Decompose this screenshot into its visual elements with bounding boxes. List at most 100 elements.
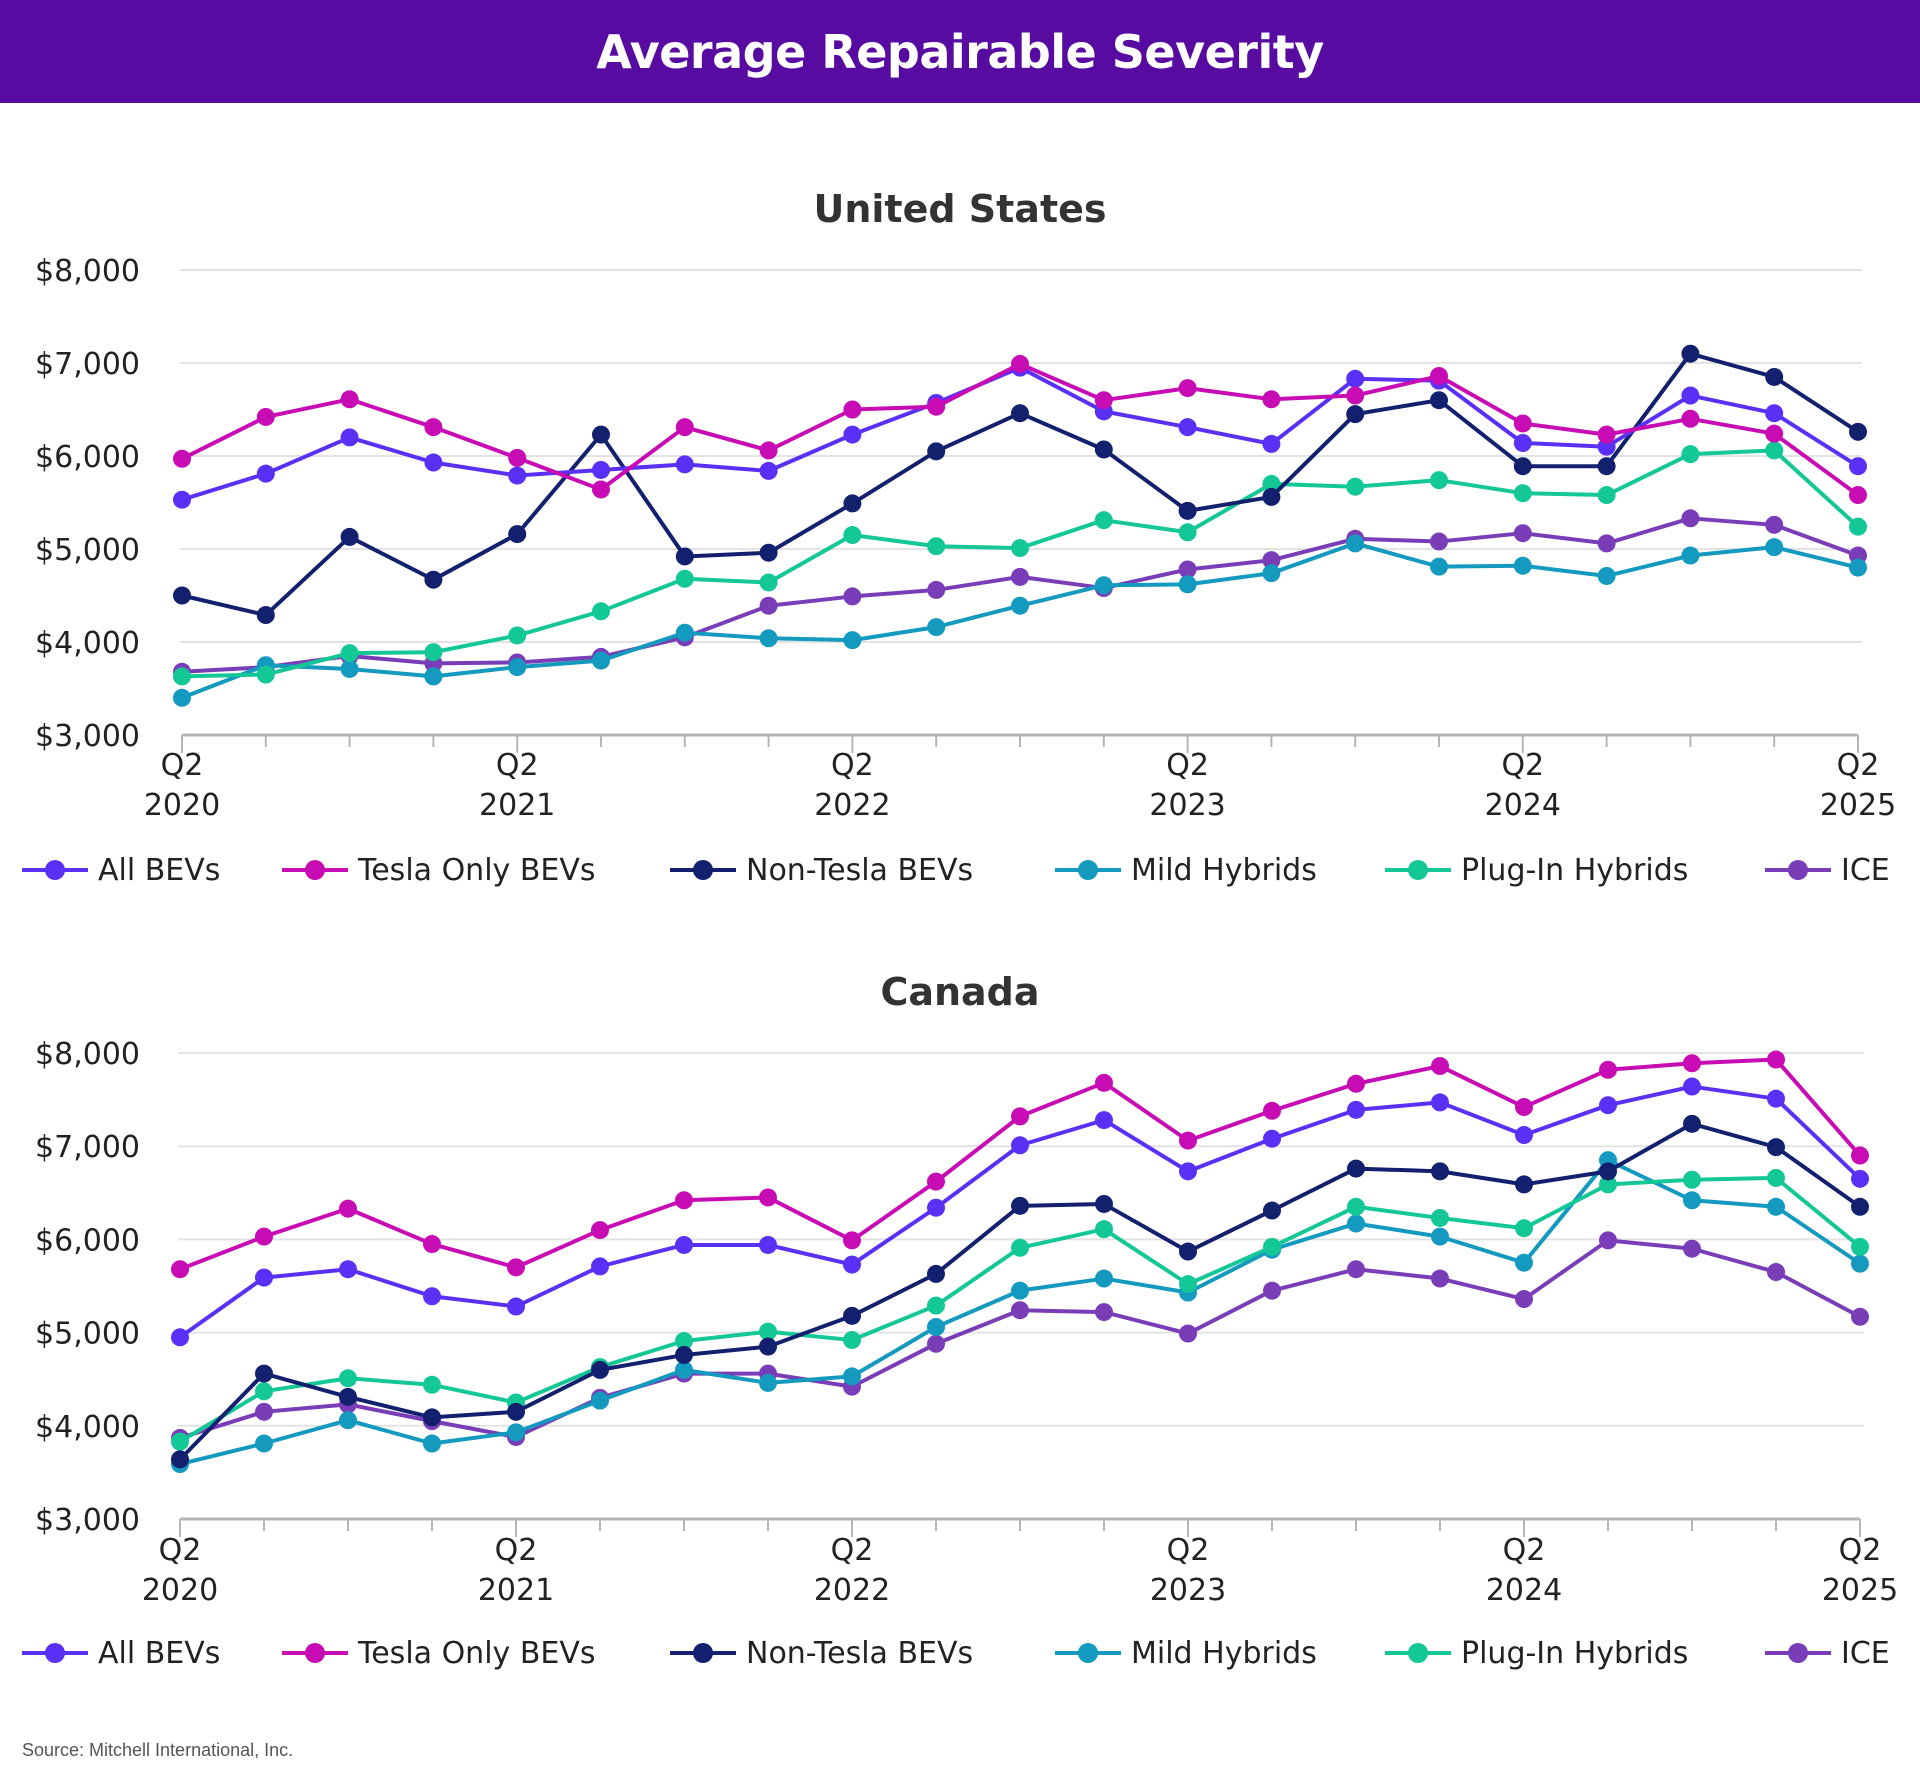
data-point-mild-hybrids — [1095, 1269, 1113, 1288]
data-point-non-tesla-bevs — [592, 425, 610, 444]
x-tick-quarter: Q2 — [496, 748, 539, 783]
legend-marker-icon — [1788, 1643, 1808, 1663]
data-point-non-tesla-bevs — [927, 442, 946, 461]
data-point-tesla-only-bevs — [1599, 1060, 1617, 1079]
legend-item-mild-hybrids: Mild Hybrids — [1055, 1636, 1317, 1671]
data-point-tesla-only-bevs — [1767, 1050, 1785, 1069]
x-tick-year: 2024 — [1486, 1573, 1562, 1608]
data-point-plug-in-hybrids — [759, 1322, 777, 1341]
data-point-all-bevs — [591, 1257, 609, 1276]
data-point-mild-hybrids — [1011, 596, 1029, 615]
data-point-tesla-only-bevs — [927, 397, 946, 416]
data-point-all-bevs — [1011, 1136, 1029, 1155]
x-tick-quarter: Q2 — [1837, 748, 1880, 783]
legend-item-all-bevs: All BEVs — [22, 1636, 220, 1671]
data-point-mild-hybrids — [759, 1373, 777, 1392]
data-point-tesla-only-bevs — [173, 449, 191, 468]
data-point-plug-in-hybrids — [675, 569, 694, 588]
data-point-plug-in-hybrids — [1094, 511, 1113, 530]
legend-item-non-tesla-bevs: Non-Tesla BEVs — [670, 853, 973, 888]
legend-item-ice: ICE — [1765, 1636, 1890, 1671]
legend-marker-icon — [45, 860, 65, 880]
legend-label: All BEVs — [98, 853, 220, 888]
legend-item-plug-in-hybrids: Plug-In Hybrids — [1385, 853, 1688, 888]
data-point-plug-in-hybrids — [592, 602, 610, 621]
data-point-plug-in-hybrids — [255, 1382, 273, 1401]
data-point-ice — [927, 580, 946, 599]
data-point-tesla-only-bevs — [759, 441, 778, 460]
data-point-plug-in-hybrids — [1430, 471, 1448, 490]
data-point-non-tesla-bevs — [1094, 440, 1113, 459]
data-point-non-tesla-bevs — [171, 1450, 189, 1469]
data-point-plug-in-hybrids — [1767, 1168, 1785, 1187]
x-tick-year: 2025 — [1822, 1573, 1898, 1608]
data-point-plug-in-hybrids — [1851, 1237, 1869, 1256]
x-tick-year: 2020 — [144, 788, 220, 823]
series-tesla-only-bevs — [173, 354, 1867, 505]
data-point-plug-in-hybrids — [256, 665, 275, 684]
data-point-plug-in-hybrids — [1178, 523, 1197, 542]
x-tick-year: 2023 — [1150, 1573, 1226, 1608]
data-point-tesla-only-bevs — [1011, 1107, 1029, 1126]
data-point-ice — [1430, 532, 1448, 551]
chart-canada: Canada $3,000 $4,000 $5,000 $6,000 $7,000 $8,0… — [22, 970, 1898, 1671]
data-point-all-bevs — [1179, 1162, 1197, 1181]
data-point-mild-hybrids — [1767, 1197, 1785, 1216]
series-plug-in-hybrids — [173, 441, 1867, 686]
data-point-tesla-only-bevs — [1347, 1074, 1365, 1093]
legend-label: Non-Tesla BEVs — [746, 853, 973, 888]
data-point-mild-hybrids — [507, 1423, 525, 1442]
data-point-all-bevs — [1431, 1093, 1449, 1112]
data-point-mild-hybrids — [759, 629, 778, 648]
legend-item-all-bevs: All BEVs — [22, 853, 220, 888]
data-point-non-tesla-bevs — [340, 527, 359, 546]
data-point-non-tesla-bevs — [591, 1360, 609, 1379]
x-tick-quarter: Q2 — [1839, 1533, 1882, 1568]
legend-marker-icon — [693, 1643, 713, 1663]
data-point-tesla-only-bevs — [1597, 425, 1616, 444]
data-point-mild-hybrids — [1011, 1281, 1029, 1300]
data-point-ice — [1431, 1269, 1449, 1288]
data-point-tesla-only-bevs — [592, 480, 610, 499]
data-point-plug-in-hybrids — [339, 1369, 357, 1388]
data-point-mild-hybrids — [1178, 575, 1197, 594]
data-point-tesla-only-bevs — [1178, 379, 1197, 398]
data-point-plug-in-hybrids — [1599, 1175, 1617, 1194]
data-point-tesla-only-bevs — [1346, 386, 1365, 405]
data-point-tesla-only-bevs — [256, 407, 275, 426]
data-point-tesla-only-bevs — [340, 390, 359, 409]
data-point-ice — [1851, 1307, 1869, 1326]
data-point-ice — [1765, 515, 1784, 534]
series-mild-hybrids — [171, 1151, 1869, 1474]
data-point-ice — [1262, 551, 1281, 570]
data-point-all-bevs — [340, 428, 359, 447]
data-point-all-bevs — [1765, 404, 1784, 423]
x-tick-quarter: Q2 — [159, 1533, 202, 1568]
data-point-tesla-only-bevs — [1431, 1057, 1449, 1076]
data-point-plug-in-hybrids — [1262, 474, 1281, 493]
data-point-ice — [1515, 1290, 1533, 1309]
series-plug-in-hybrids — [171, 1168, 1869, 1451]
legend-item-mild-hybrids: Mild Hybrids — [1055, 853, 1317, 888]
data-point-tesla-only-bevs — [1851, 1146, 1869, 1165]
legend-marker-icon — [305, 1643, 325, 1663]
data-point-non-tesla-bevs — [1095, 1194, 1113, 1213]
data-point-tesla-only-bevs — [1011, 354, 1029, 373]
data-point-mild-hybrids — [173, 688, 191, 707]
data-point-non-tesla-bevs — [508, 525, 527, 544]
y-tick-label: $7,000 — [35, 1130, 140, 1165]
page-title: Average Repairable Severity — [596, 24, 1324, 79]
data-point-non-tesla-bevs — [1346, 405, 1365, 424]
data-point-all-bevs — [843, 1255, 861, 1274]
data-point-all-bevs — [1849, 457, 1867, 476]
data-point-plug-in-hybrids — [1515, 1219, 1533, 1238]
data-point-ice — [1347, 1260, 1365, 1279]
data-point-all-bevs — [759, 461, 778, 480]
legend-label: Mild Hybrids — [1131, 1636, 1317, 1671]
y-tick-label: $7,000 — [35, 347, 140, 382]
data-point-all-bevs — [592, 460, 610, 479]
data-point-non-tesla-bevs — [759, 1337, 777, 1356]
data-point-plug-in-hybrids — [1765, 441, 1784, 460]
data-point-mild-hybrids — [1347, 1214, 1365, 1233]
data-point-tesla-only-bevs — [1179, 1131, 1197, 1150]
